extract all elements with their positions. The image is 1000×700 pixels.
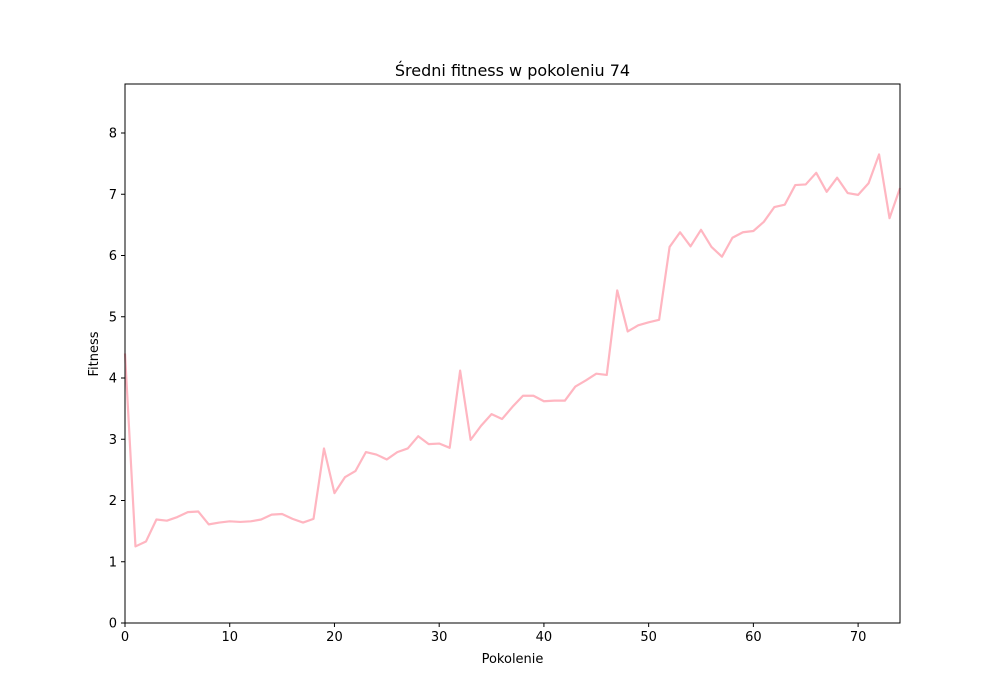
plot-area (123, 153, 902, 548)
y-tick-label: 7 (109, 188, 117, 203)
y-tick-label: 4 (109, 372, 117, 387)
x-tick-label: 10 (221, 630, 238, 645)
y-tick-label: 6 (109, 249, 117, 264)
y-tick-label: 0 (109, 617, 117, 632)
x-tick-label: 0 (121, 630, 129, 645)
x-axis: 0 10 20 30 40 50 60 70 (121, 623, 867, 645)
y-tick-label: 8 (109, 127, 117, 142)
x-tick-label: 60 (745, 630, 762, 645)
x-tick-label: 30 (431, 630, 448, 645)
y-tick-label: 5 (109, 310, 117, 325)
chart-title: Średni fitness w pokoleniu 74 (395, 61, 630, 80)
y-tick-label: 2 (109, 494, 117, 509)
x-axis-label: Pokolenie (482, 652, 544, 667)
y-axis: 0 1 2 3 4 5 6 7 8 (109, 127, 125, 632)
x-tick-label: 70 (850, 630, 867, 645)
y-axis-label: Fitness (87, 331, 102, 376)
series-line (123, 153, 902, 548)
y-tick-label: 3 (109, 433, 117, 448)
x-tick-label: 40 (536, 630, 553, 645)
x-tick-label: 20 (326, 630, 343, 645)
plot-frame (124, 83, 901, 624)
y-tick-label: 1 (109, 555, 117, 570)
x-tick-label: 50 (640, 630, 657, 645)
